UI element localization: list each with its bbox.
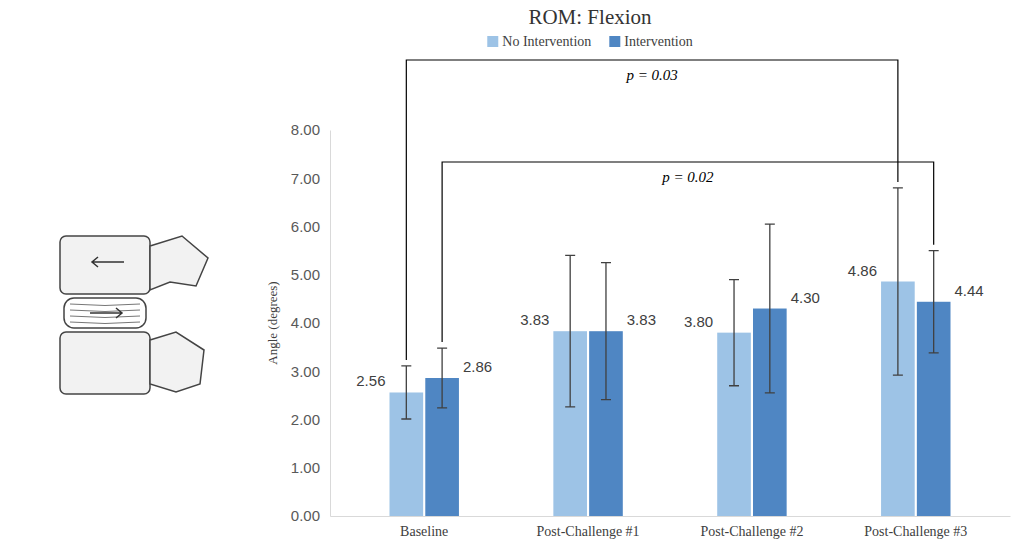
data-label: 3.83 (627, 311, 656, 328)
data-label: 3.83 (520, 311, 549, 328)
y-tick-label: 2.00 (291, 411, 320, 428)
y-tick-label: 5.00 (291, 266, 320, 283)
bar-series (389, 188, 914, 516)
x-tick-label: Baseline (400, 524, 448, 539)
error-bar (893, 188, 903, 375)
error-bar (765, 224, 775, 393)
arrow-disc (90, 308, 122, 318)
data-label: 2.56 (356, 372, 385, 389)
data-label: 3.80 (684, 313, 713, 330)
error-bar (401, 366, 411, 419)
p-value: p = 0.03 (625, 67, 677, 83)
y-tick: 0.00 (291, 507, 320, 524)
data-label: 2.86 (463, 358, 492, 375)
arrow-upper (92, 257, 124, 267)
x-tick: Post-Challenge #2 (700, 524, 803, 539)
p-value: p = 0.02 (661, 169, 714, 185)
error-bar (729, 280, 739, 386)
disc-ring (70, 322, 140, 324)
legend-item: Intervention (609, 34, 692, 49)
x-axis: Baseline Post-Challenge #1 Post-Challenge … (331, 517, 1011, 539)
title: ROM: Flexion (528, 5, 652, 29)
y-tick: 3.00 (291, 363, 320, 380)
posterior-upper (150, 236, 208, 290)
x-tick-label: Post-Challenge #2 (700, 524, 803, 539)
disc-ring (70, 304, 140, 306)
x-tick: Post-Challenge #1 (537, 524, 640, 539)
x-axis-line (331, 516, 1011, 517)
disc-ring (70, 316, 140, 318)
data-label: 4.44 (955, 282, 984, 299)
legend-label: Intervention (624, 34, 692, 49)
significance-bracket (442, 162, 934, 342)
y-axis-line (330, 131, 331, 517)
y-tick: 5.00 (291, 266, 320, 283)
legend-label: No Intervention (502, 34, 591, 49)
y-tick: 2.00 (291, 411, 320, 428)
data-label: 4.30 (791, 289, 820, 306)
vertebra-lower (60, 332, 150, 394)
error-bar (929, 251, 939, 353)
y-tick: 7.00 (291, 170, 320, 187)
y-tick-label: 4.00 (291, 314, 320, 331)
legend: No Intervention Intervention (487, 34, 692, 49)
error-bar (601, 263, 611, 400)
posterior-lower (150, 332, 204, 392)
y-tick-label: 7.00 (291, 170, 320, 187)
annotations: p = 0.03 p = 0.02 (406, 60, 933, 360)
x-tick-label: Post-Challenge #1 (537, 524, 640, 539)
x-tick: Baseline (400, 524, 448, 539)
y-tick: 1.00 (291, 459, 320, 476)
y-tick-label: 8.00 (291, 121, 320, 138)
x-tick: Post-Challenge #3 (864, 524, 967, 539)
disc (64, 298, 146, 328)
disc-ring (70, 310, 140, 312)
legend-swatch (487, 36, 498, 47)
bar-series (425, 224, 950, 516)
y-tick-label: 6.00 (291, 218, 320, 235)
spine-illustration (60, 236, 208, 394)
y-axis: 0.00 1.00 2.00 3.00 4.00 5.00 6.00 7.00 8.00 (291, 121, 331, 524)
x-tick-label: Post-Challenge #3 (864, 524, 967, 539)
legend-swatch (609, 36, 620, 47)
y-tick: 8.00 (291, 121, 320, 138)
significance-bracket (406, 60, 898, 360)
error-bar (437, 348, 447, 408)
error-bar (565, 255, 575, 407)
y-tick: 6.00 (291, 218, 320, 235)
y-tick-label: 3.00 (291, 363, 320, 380)
y-tick: 4.00 (291, 314, 320, 331)
chart: 0.00 1.00 2.00 3.00 4.00 5.00 6.00 7.00 8.00 Base… (0, 0, 1021, 548)
y-tick-label: 0.00 (291, 507, 320, 524)
data-label: 4.86 (848, 262, 877, 279)
plot-marks (389, 188, 950, 516)
legend-item: No Intervention (487, 34, 591, 49)
vertebra-upper (60, 236, 150, 294)
y-axis-title: Angle (degrees) (265, 281, 280, 364)
y-tick-label: 1.00 (291, 459, 320, 476)
data-labels: 2.56 3.83 3.80 4.86 2.86 3.83 4.30 4.44 (356, 262, 983, 390)
